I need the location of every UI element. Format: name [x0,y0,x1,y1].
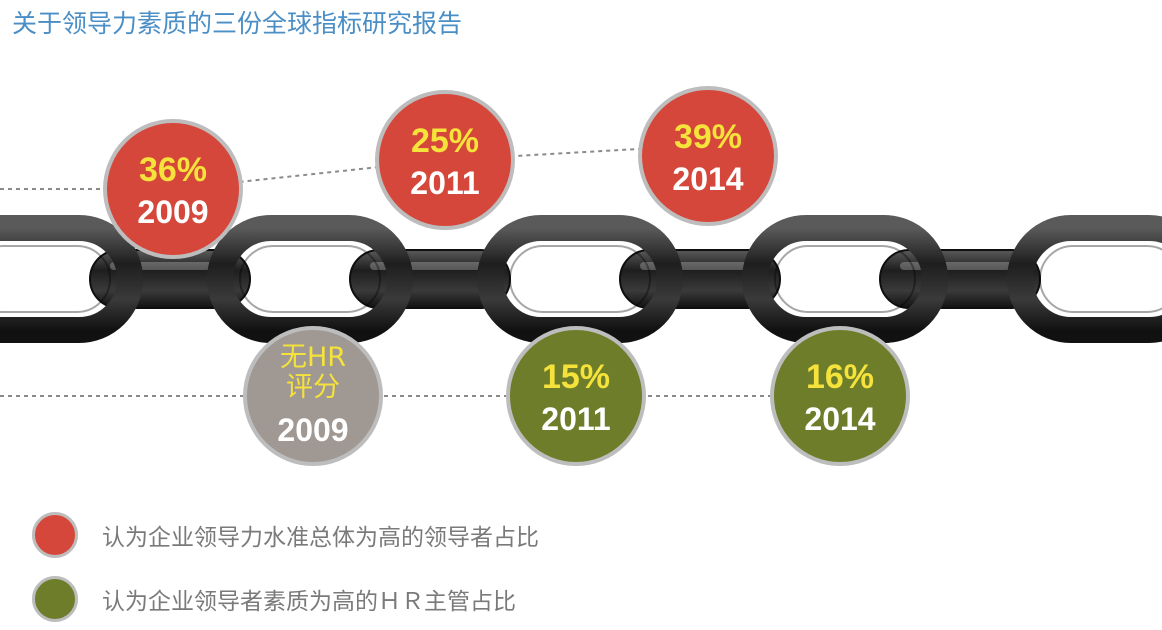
point-value-label: 25% [411,122,479,160]
point-year: 2011 [410,165,479,201]
data-point-green-2014: 16% 2014 [770,326,910,466]
chain [0,215,1162,343]
legend-item-green: 认为企业领导者素质为高的ＨＲ主管占比 [32,576,516,622]
point-value-label: 16% [806,358,874,396]
data-point-red-2011: 25% 2011 [375,90,515,230]
point-label: 无HR [280,342,346,373]
chain-link [1007,215,1162,343]
legend-label-green: 认为企业领导者素质为高的ＨＲ主管占比 [102,589,516,615]
legend-swatch-red [32,512,78,558]
chain-link [0,215,143,343]
point-value-label: 39% [674,118,742,156]
data-point-green-2011: 15% 2011 [506,326,646,466]
point-year: 2009 [137,194,208,230]
data-point-red-2014: 39% 2014 [638,86,778,226]
point-year: 2014 [804,401,875,437]
point-label: 评分 [286,372,340,403]
point-year: 2014 [672,161,743,197]
point-value-label: 36% [139,151,207,189]
page-title: 关于领导力素质的三份全球指标研究报告 [12,9,463,38]
legend-swatch-green [32,576,78,622]
connector-line-red [0,144,709,190]
point-year: 2011 [541,401,610,437]
data-point-red-2009: 36% 2009 [103,119,243,259]
point-year: 2009 [277,412,348,448]
legend-item-red: 认为企业领导力水准总体为高的领导者占比 [32,512,539,558]
legend-label-red: 认为企业领导力水准总体为高的领导者占比 [102,525,539,551]
point-value-label: 15% [542,358,610,396]
